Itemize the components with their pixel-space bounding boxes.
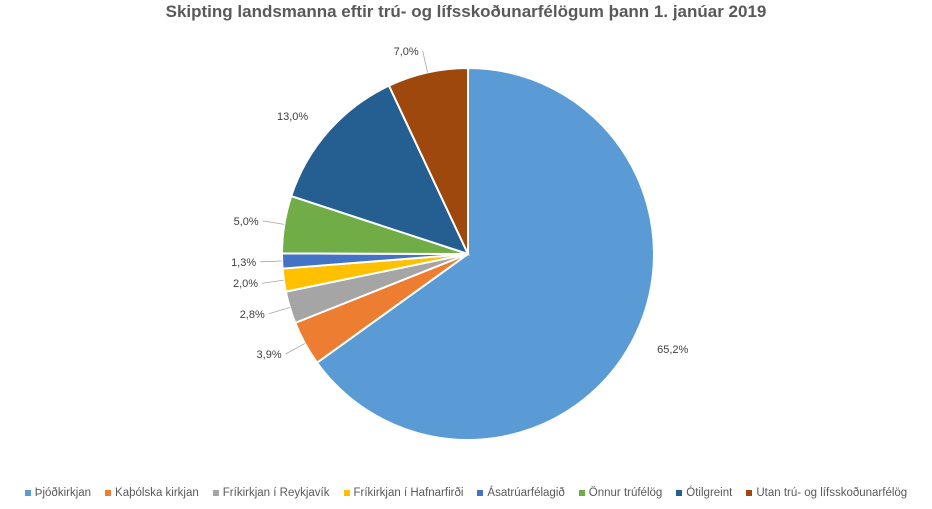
legend-label-0: Þjóðkirkjan [34, 487, 92, 499]
pie-slices [280, 66, 655, 441]
leader-line-1 [285, 343, 306, 355]
leader-line-5 [262, 220, 285, 225]
legend-label-7: Utan trú- og lífsskoðunarfélög [756, 487, 908, 499]
legend-label-5: Önnur trúfélög [588, 487, 663, 499]
pie-slice-6 [289, 84, 470, 256]
legend-swatch-4 [477, 490, 484, 496]
legend-item-4: Ásatrúarfélagið [477, 487, 565, 499]
legend-swatch-0 [24, 490, 31, 496]
data-label-6: 13,0% [277, 111, 308, 123]
data-label-1: 3,9% [257, 349, 282, 361]
legend-item-5: Önnur trúfélög [578, 487, 663, 499]
legend-item-0: Þjóðkirkjan [24, 487, 92, 499]
legend-swatch-7 [746, 490, 753, 496]
data-label-3: 2,0% [233, 278, 258, 290]
legend-item-3: Fríkirkjan í Hafnarfirði [343, 487, 464, 499]
legend-swatch-1 [105, 490, 112, 496]
leader-line-7 [422, 50, 428, 73]
data-label-4: 1,3% [231, 257, 256, 269]
legend-swatch-2 [212, 490, 219, 496]
chart-title: Skipting landsmanna eftir trú- og lífssk… [165, 2, 767, 21]
leader-line-4 [260, 260, 283, 263]
legend-item-1: Kaþólska kirkjan [105, 487, 199, 499]
legend-label-2: Fríkirkjan í Reykjavík [222, 487, 330, 499]
legend-swatch-5 [578, 490, 585, 496]
legend-item-6: Ótilgreint [676, 487, 732, 499]
label-leaders [260, 50, 428, 355]
legend-label-3: Fríkirkjan í Hafnarfirði [353, 487, 464, 499]
legend-item-2: Fríkirkjan í Reykjavík [212, 487, 330, 499]
legend-label-6: Ótilgreint [686, 487, 733, 499]
data-labels: 65,2% 3,9% 2,8% 2,0% 1,3% 5,0% 13,0% 7,0% [231, 46, 688, 361]
pie-slice-0 [315, 66, 655, 441]
data-label-5: 5,0% [234, 216, 259, 228]
legend-item-7: Utan trú- og lífsskoðunarfélög [746, 487, 907, 499]
data-label-2: 2,8% [240, 309, 265, 321]
data-label-0: 65,2% [657, 344, 688, 356]
legend-label-4: Ásatrúarfélagið [487, 487, 565, 499]
pie-slice-7 [387, 66, 469, 255]
legend: Þjóðkirkjan Kaþólska kirkjan Fríkirkjan í … [0, 487, 932, 499]
pie-chart: 65,2% 3,9% 2,8% 2,0% 1,3% 5,0% 13,0% 7,0% [231, 46, 689, 441]
legend-swatch-3 [343, 490, 350, 496]
leader-line-2 [268, 307, 290, 315]
leader-line-3 [262, 279, 284, 284]
data-label-7: 7,0% [394, 46, 419, 58]
legend-swatch-6 [676, 490, 683, 496]
legend-label-1: Kaþólska kirkjan [115, 487, 199, 499]
